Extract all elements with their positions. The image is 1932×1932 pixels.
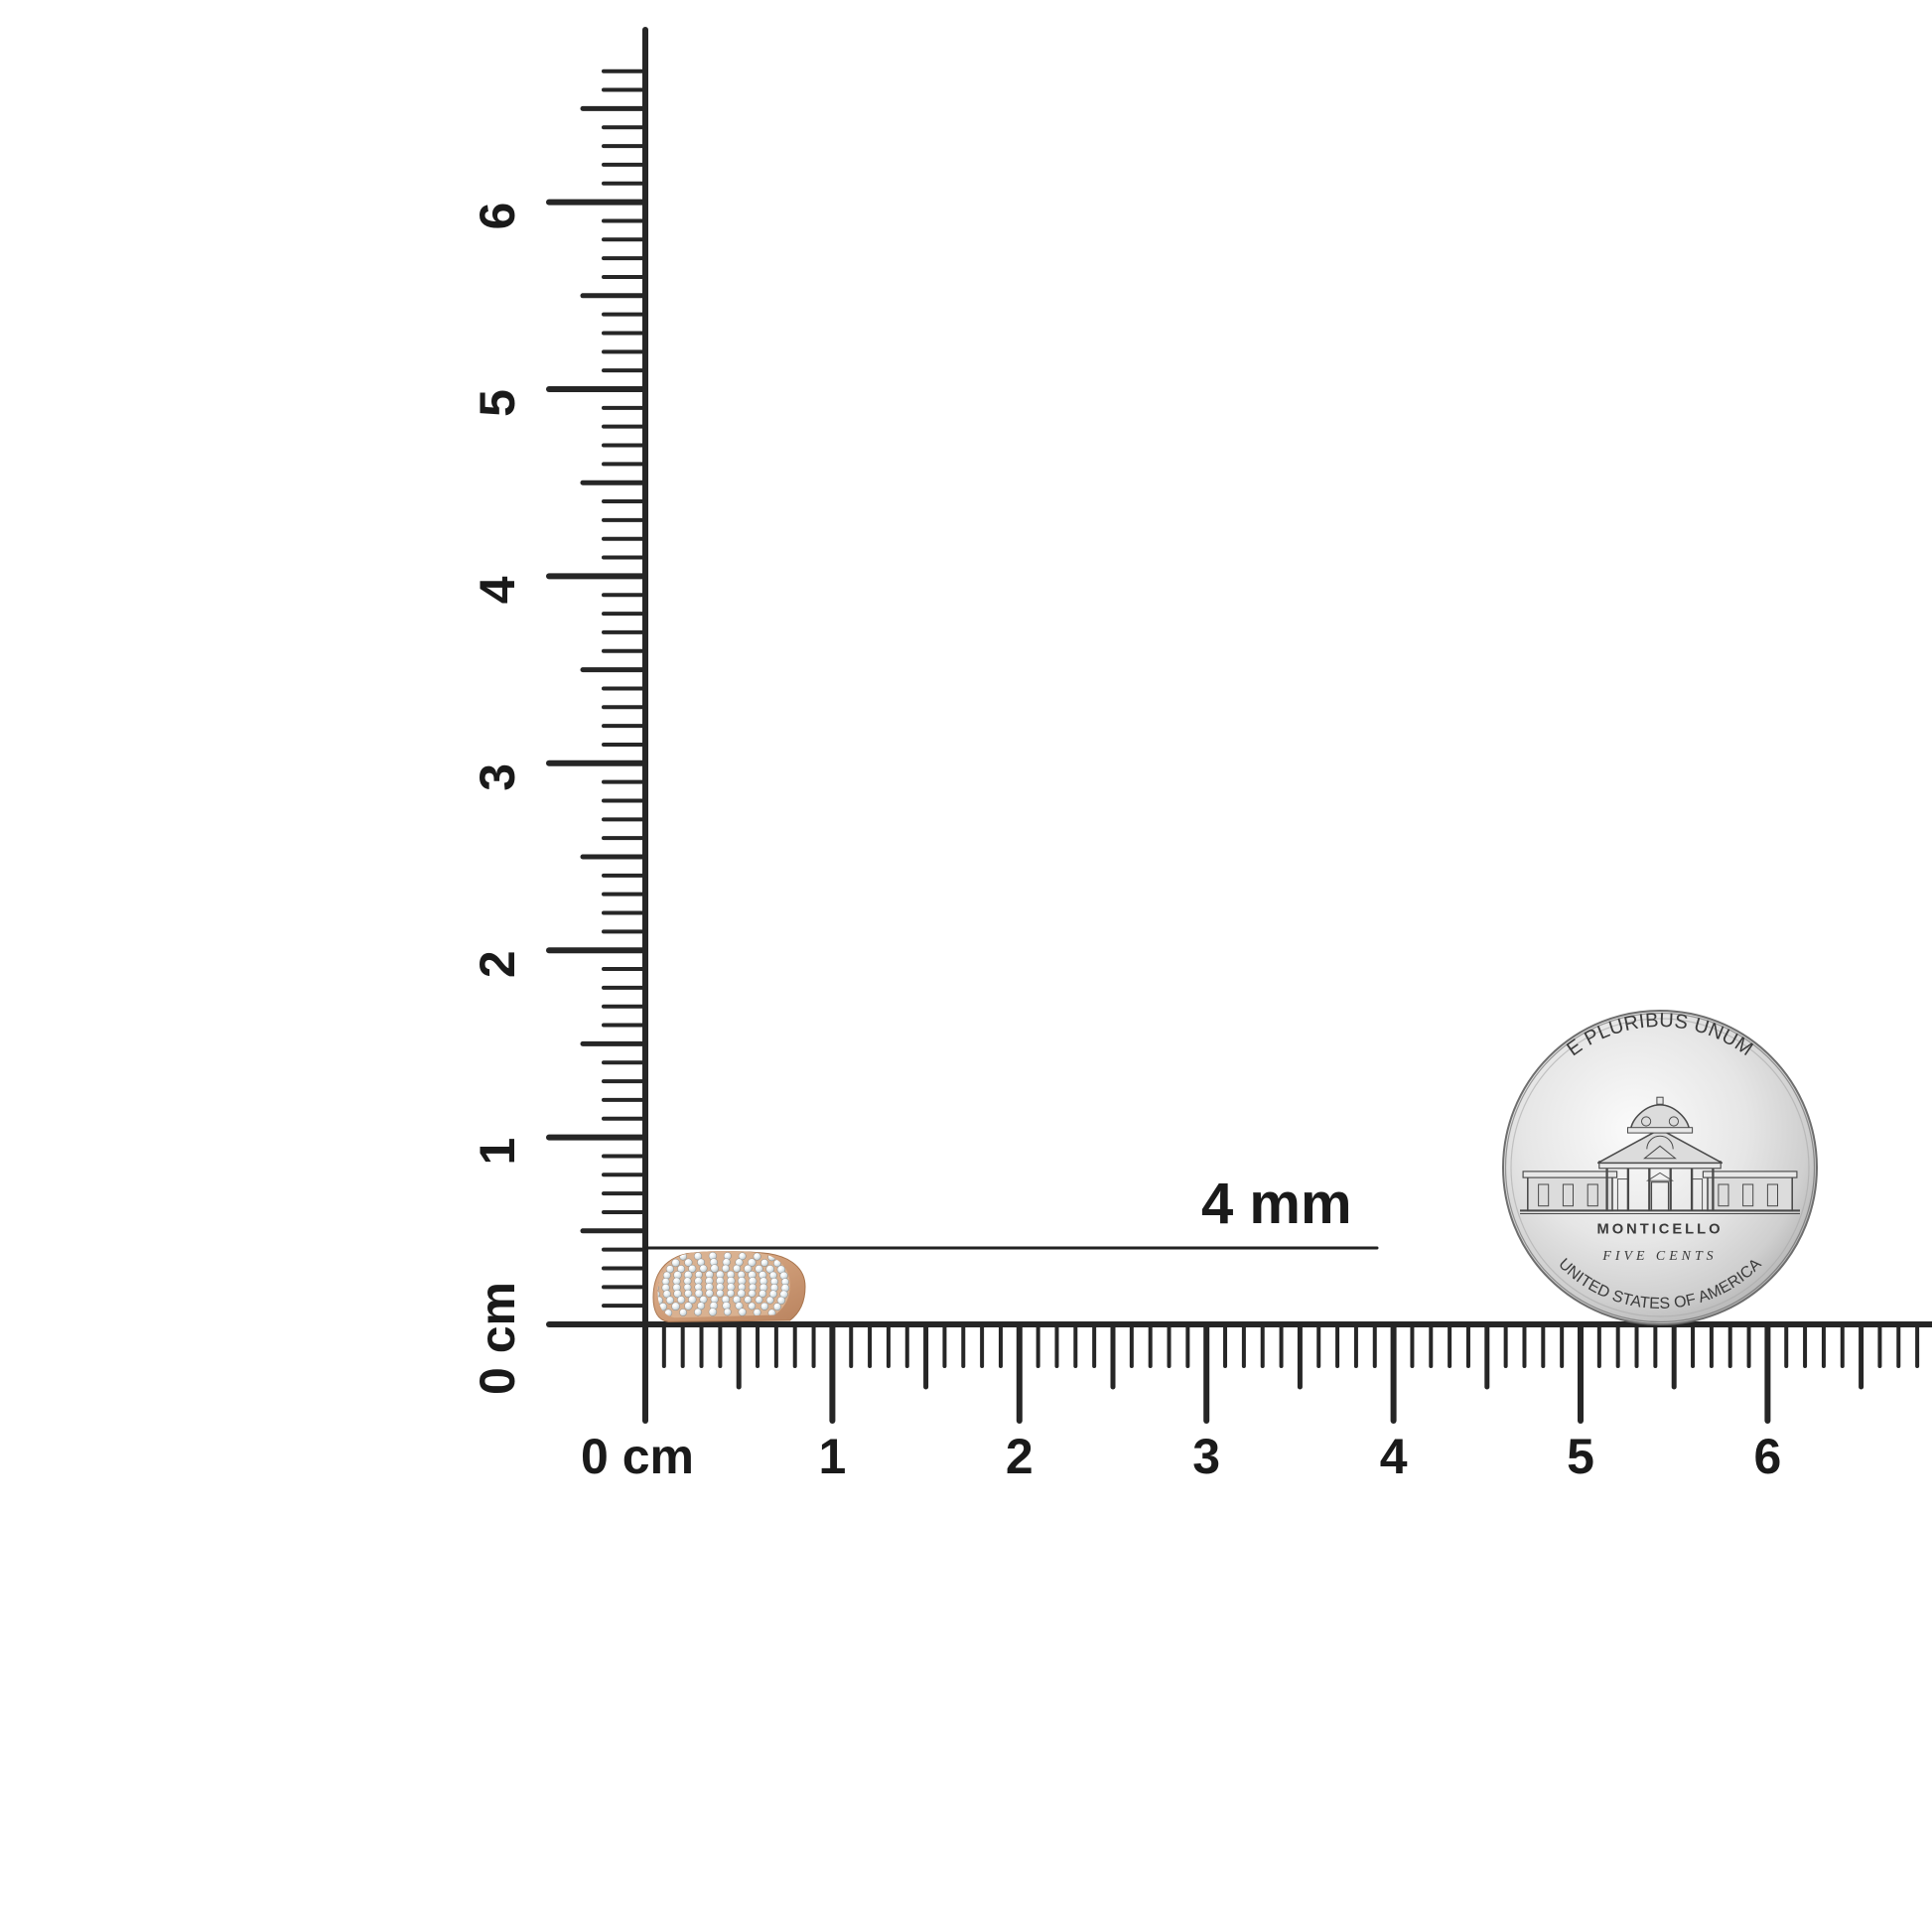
svg-text:4: 4: [1380, 1429, 1408, 1484]
svg-text:MONTICELLO: MONTICELLO: [1596, 1222, 1723, 1238]
svg-text:6: 6: [1753, 1429, 1781, 1484]
svg-text:5: 5: [1567, 1429, 1594, 1484]
svg-text:3: 3: [470, 763, 525, 791]
svg-text:3: 3: [1192, 1429, 1220, 1484]
svg-text:6: 6: [470, 203, 525, 230]
svg-text:2: 2: [1006, 1429, 1034, 1484]
svg-text:2: 2: [470, 950, 525, 978]
svg-text:FIVE CENTS: FIVE CENTS: [1601, 1249, 1717, 1264]
svg-text:1: 1: [470, 1138, 525, 1166]
svg-text:1: 1: [818, 1429, 846, 1484]
svg-text:4: 4: [470, 576, 525, 604]
svg-text:5: 5: [470, 389, 525, 417]
svg-text:0 cm: 0 cm: [470, 1282, 525, 1395]
svg-text:4 mm: 4 mm: [1201, 1172, 1352, 1236]
svg-text:0 cm: 0 cm: [581, 1429, 694, 1484]
